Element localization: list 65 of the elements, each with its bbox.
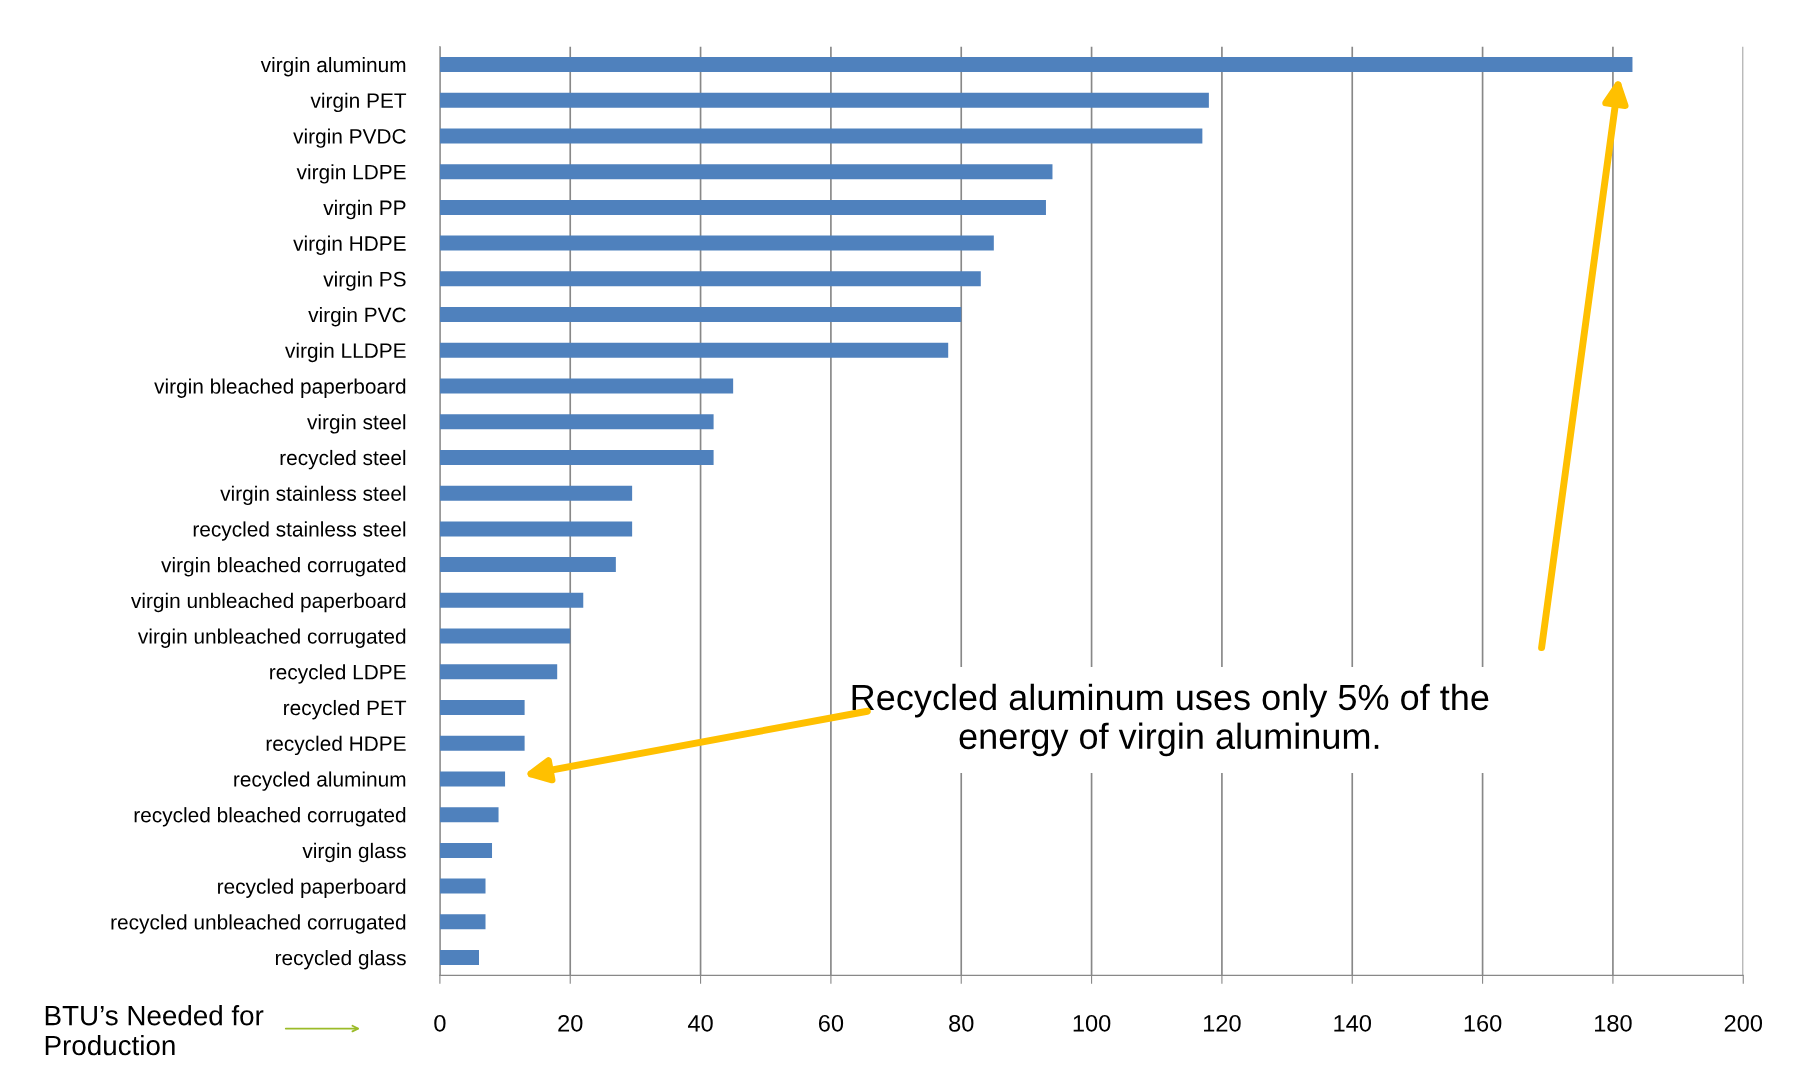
y-tick-label: virgin steel <box>307 414 406 434</box>
y-tick-label: recycled HDPE <box>266 735 406 756</box>
y-tick-label: virgin PS <box>323 271 406 291</box>
bar <box>439 378 734 394</box>
y-tick-label: virgin PVC <box>308 307 406 327</box>
bar <box>439 307 962 323</box>
y-tick-label: virgin PVDC <box>293 128 406 148</box>
x-tick-label: 100 <box>1073 1014 1111 1032</box>
y-tick-label: recycled steel <box>280 449 406 470</box>
y-tick-label: virgin aluminum <box>260 56 406 77</box>
bar <box>439 771 506 787</box>
bar <box>439 735 525 751</box>
bar <box>439 628 571 644</box>
bar <box>439 914 486 930</box>
bar <box>439 485 633 501</box>
y-tick-label: recycled paperboard <box>218 878 406 898</box>
bar <box>439 342 949 358</box>
bar <box>439 92 1209 108</box>
y-tick-label: recycled LDPE <box>270 664 406 684</box>
x-axis-title: BTU’s Needed for Production <box>45 1005 264 1056</box>
x-tick-label: 120 <box>1204 1014 1241 1032</box>
bar <box>439 235 994 251</box>
x-tick-label: 200 <box>1724 1014 1763 1032</box>
bar <box>439 664 558 680</box>
bar <box>439 950 479 966</box>
x-tick-label: 20 <box>558 1014 583 1032</box>
x-tick-label: 40 <box>687 1014 713 1032</box>
y-tick-label: virgin LLDPE <box>285 342 406 363</box>
y-tick-label: virgin HDPE <box>293 235 406 255</box>
y-tick-label: recycled glass <box>275 950 406 970</box>
y-tick-label: virgin unbleached corrugated <box>137 628 406 648</box>
bar <box>439 414 714 430</box>
bar <box>439 557 616 573</box>
x-tick-label: 0 <box>434 1014 446 1032</box>
y-tick-label: recycled PET <box>284 699 407 720</box>
bar <box>439 878 486 894</box>
y-tick-label: virgin bleached paperboard <box>154 378 406 398</box>
bar <box>439 807 499 823</box>
y-tick-label: virgin PET <box>310 92 407 113</box>
annotation: Recycled aluminum uses only 5% of the energy of virgin aluminum. <box>852 683 1489 757</box>
y-tick-label: virgin stainless steel <box>220 485 406 506</box>
x-tick-label: 60 <box>818 1014 844 1032</box>
bar <box>439 199 1046 215</box>
bar <box>439 700 525 715</box>
bar <box>439 271 981 287</box>
bar <box>439 592 584 608</box>
x-tick-label: 160 <box>1464 1014 1502 1032</box>
y-tick-label: recycled aluminum <box>234 771 406 791</box>
y-tick-label: recycled bleached corrugated <box>134 807 406 827</box>
y-tick-label: virgin PP <box>323 199 406 220</box>
bar <box>439 164 1053 180</box>
bar <box>439 57 1633 73</box>
x-tick-label: 140 <box>1334 1014 1372 1032</box>
y-tick-label: recycled unbleached corrugated <box>111 914 406 934</box>
y-tick-label: virgin bleached corrugated <box>161 557 406 577</box>
bar <box>439 842 493 858</box>
bar <box>439 449 714 465</box>
x-tick-label: 80 <box>949 1014 974 1032</box>
bar <box>439 128 1203 144</box>
y-tick-label: virgin glass <box>302 842 406 863</box>
y-tick-label: virgin unbleached paperboard <box>130 592 406 613</box>
x-tick-label: 180 <box>1595 1014 1632 1032</box>
bar <box>439 521 633 537</box>
y-tick-label: recycled stainless steel <box>193 521 406 541</box>
y-tick-label: virgin LDPE <box>296 164 406 184</box>
